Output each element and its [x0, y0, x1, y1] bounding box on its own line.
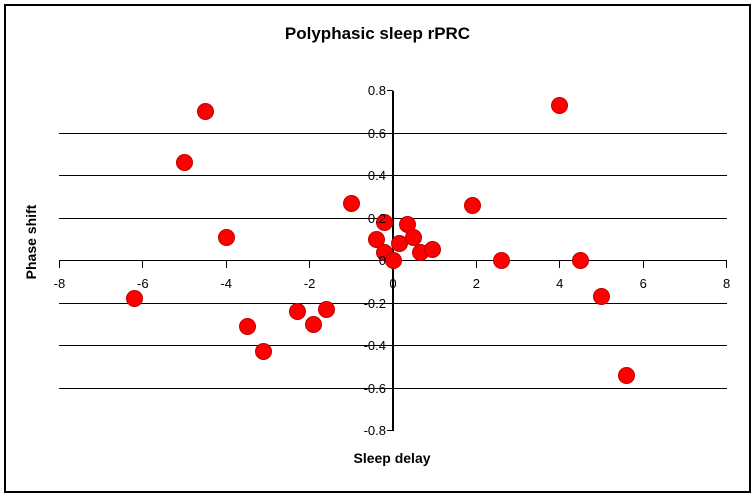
y-axis-tick-label: -0.4 [363, 338, 386, 353]
y-axis-tick-label: 0.2 [367, 210, 386, 226]
data-point [317, 300, 335, 318]
data-point [463, 196, 481, 214]
x-axis-tick-label: -4 [220, 276, 232, 291]
x-axis-tick [726, 260, 728, 268]
x-axis-tick [559, 260, 561, 268]
y-axis-tick [387, 387, 393, 389]
y-axis-tick-label: 0.4 [367, 168, 386, 183]
x-axis-tick [225, 260, 227, 268]
data-point [305, 315, 323, 333]
chart-title: Polyphasic sleep rPRC [284, 24, 471, 43]
x-axis-tick-label: 8 [722, 276, 731, 291]
x-axis-tick [309, 260, 311, 268]
data-point [217, 228, 235, 246]
y-axis-tick [387, 175, 393, 176]
data-point [384, 252, 402, 269]
x-axis-tick [142, 260, 144, 268]
x-axis-tick-label: 6 [639, 276, 647, 291]
x-axis-tick [642, 260, 644, 268]
x-axis-tick-label: -6 [137, 276, 149, 291]
data-point [238, 317, 256, 335]
y-axis-tick-label: 0.6 [367, 125, 386, 141]
y-axis-tick [387, 132, 393, 134]
y-axis-tick-label: 0.8 [367, 83, 386, 98]
x-axis-tick-label: 2 [472, 276, 481, 291]
x-axis-tick-label: 4 [556, 276, 564, 291]
y-axis-tick [387, 90, 393, 91]
x-axis-tick [475, 260, 477, 268]
y-axis-tick-label: -0.2 [363, 295, 386, 311]
data-point [176, 154, 193, 172]
x-axis-tick-label: -2 [303, 276, 316, 291]
x-axis-tick-label: -8 [53, 276, 66, 291]
data-point [492, 252, 510, 269]
data-point [255, 343, 273, 361]
y-axis-tick-label: -0.6 [363, 380, 386, 396]
data-point [593, 288, 610, 306]
data-point [376, 213, 394, 231]
data-point [125, 290, 143, 308]
data-point [288, 303, 306, 320]
data-point [405, 228, 423, 246]
data-point [572, 252, 590, 269]
data-point [551, 96, 569, 114]
y-axis-tick [387, 345, 393, 346]
x-axis-tick-label: 0 [389, 276, 397, 291]
x-axis-title: Sleep delay [353, 450, 431, 466]
chart-border [4, 4, 751, 493]
data-point [618, 366, 636, 384]
data-point [342, 194, 360, 212]
y-axis-tick-label: -0.8 [363, 423, 386, 438]
y-axis-tick-label: 0 [378, 253, 386, 268]
data-point [196, 103, 214, 121]
y-axis-tick [387, 302, 393, 304]
data-point [424, 241, 442, 259]
x-axis-tick [58, 260, 60, 268]
y-axis-tick [387, 430, 393, 431]
